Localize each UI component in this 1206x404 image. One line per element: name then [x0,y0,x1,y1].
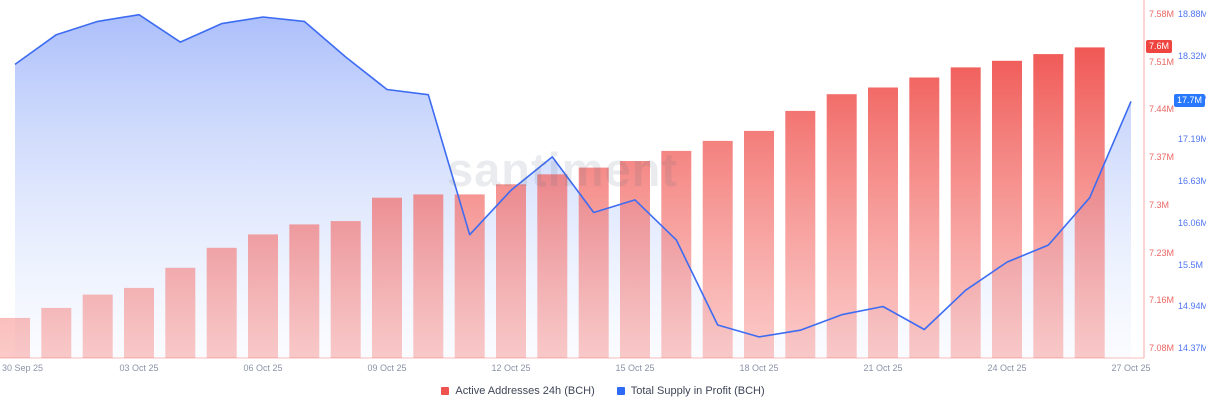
y-tick-label: 18.32M [1178,50,1206,61]
y-tick-label: 7.23M [1149,247,1175,258]
y-tick-label: 16.06M [1178,217,1206,228]
x-tick-label: 21 Oct 25 [863,363,903,373]
x-tick-label: 18 Oct 25 [739,363,779,373]
y-tick-label: 7.37M [1149,152,1175,163]
legend-label-active-addresses: Active Addresses 24h (BCH) [455,385,595,397]
y-tick-label: 7.58M [1149,9,1175,19]
x-tick-label: 27 Oct 25 [1111,363,1151,373]
y-tick-label: 17.19M [1178,134,1206,145]
y-tick-label: 18.88M [1178,9,1206,19]
x-tick-label: 12 Oct 25 [491,363,531,373]
x-tick-label: 09 Oct 25 [367,363,407,373]
line-latest-value-badge: 17.7M [1174,94,1206,108]
legend-item-total-supply-in-profit[interactable]: Total Supply in Profit (BCH) [616,385,765,397]
y-tick-label: 16.63M [1178,176,1206,186]
y-tick-label: 7.3M [1149,199,1170,210]
y-tick-label: 14.37M [1178,343,1206,353]
y-tick-label: 15.5M [1178,259,1204,270]
y-tick-label: 14.94M [1178,301,1206,312]
x-tick-label: 06 Oct 25 [243,363,283,373]
x-tick-label: 15 Oct 25 [615,363,655,373]
y-tick-label: 7.44M [1149,104,1175,115]
x-tick-label: 30 Sep 25 [2,363,44,373]
legend-item-active-addresses[interactable]: Active Addresses 24h (BCH) [441,385,595,397]
y-tick-label: 7.16M [1149,295,1175,306]
x-tick-label: 03 Oct 25 [119,363,159,373]
y-tick-label: 7.51M [1149,56,1175,67]
bar-latest-value-badge: 7.6M [1146,40,1173,54]
chart-legend: Active Addresses 24h (BCH) Total Supply … [0,385,1206,397]
legend-swatch-red [441,387,450,395]
x-tick-label: 24 Oct 25 [987,363,1027,373]
legend-swatch-blue [616,387,625,395]
legend-label-total-supply-in-profit: Total Supply in Profit (BCH) [630,385,765,397]
y-tick-label: 7.08M [1149,343,1175,353]
